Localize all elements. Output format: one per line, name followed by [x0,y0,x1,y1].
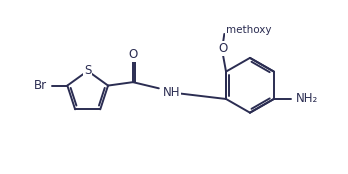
Text: NH: NH [163,86,181,99]
Text: NH₂: NH₂ [296,93,318,105]
Text: O: O [218,42,227,55]
Text: Br: Br [33,79,47,92]
Text: methoxy: methoxy [226,25,271,35]
Text: S: S [84,64,92,77]
Text: O: O [128,48,137,61]
